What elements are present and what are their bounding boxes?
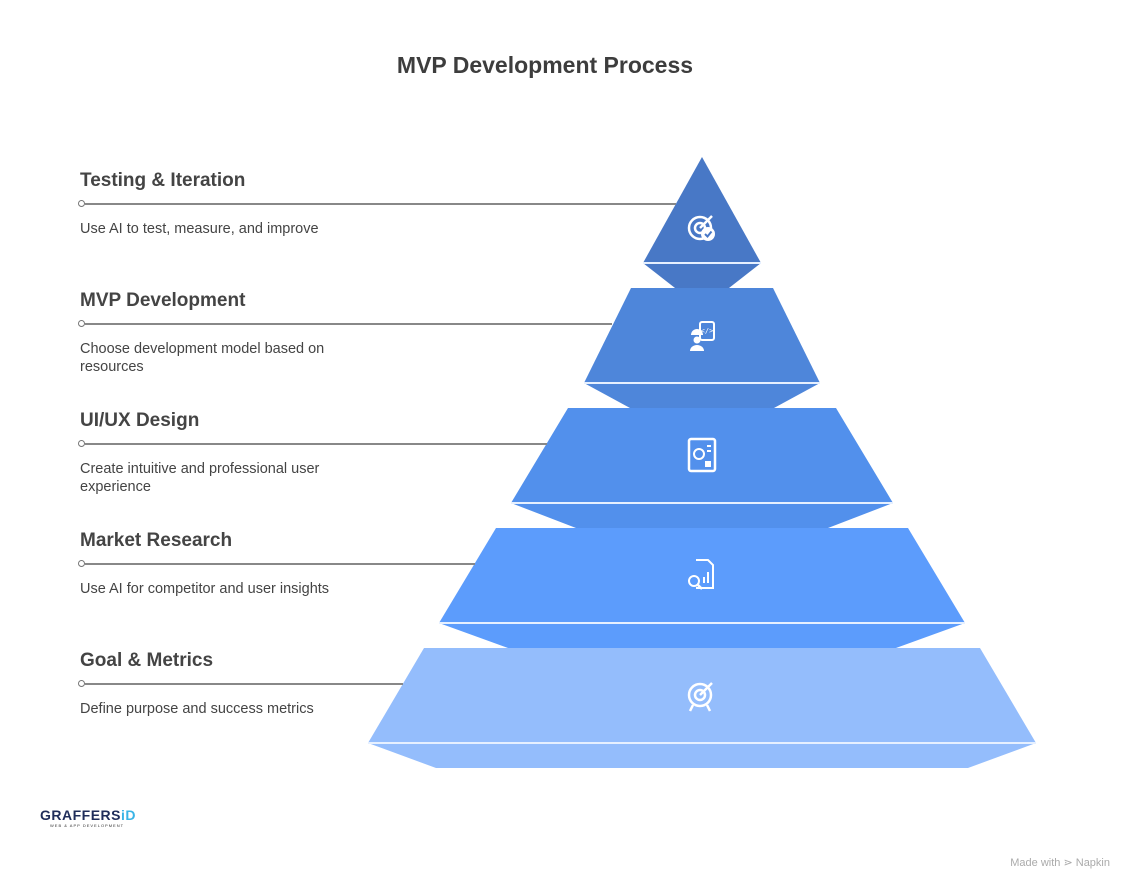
step-3: Market Research Use AI for competitor an… [80,530,340,598]
logo-name: GRAFFERSiD [40,807,136,823]
page-title: MVP Development Process [396,52,694,78]
step-description: Define purpose and success metrics [80,701,314,717]
step-title: MVP Development [80,290,246,311]
connector-line [85,443,547,445]
pyramid-tier-3 [439,528,965,623]
napkin-logo-icon: ⋗ [1063,857,1073,869]
step-title: Goal & Metrics [80,650,214,671]
step-title: Testing & Iteration [80,170,246,191]
connector-dot [78,560,85,567]
pyramid-tier-2 [511,408,893,503]
step-description: Use AI for competitor and user insights [80,581,330,597]
pyramid-tier-base-2 [511,503,893,528]
connector-line [85,323,612,325]
target-arrow-icon [687,682,713,712]
pyramid-tier-base-0 [643,263,761,288]
napkin-credit[interactable]: Made with ⋗ Napkin [1010,856,1110,869]
connector-line [85,203,676,205]
napkin-text: Napkin [1075,857,1110,869]
pyramid-tier-0 [643,157,761,263]
step-title: Market Research [80,530,233,551]
connector-dot [78,680,85,687]
step-4: Goal & Metrics Define purpose and succes… [80,650,340,718]
connector-line [85,563,475,565]
svg-text:</>: </> [701,327,714,335]
step-0: Testing & Iteration Use AI to test, meas… [80,170,340,238]
pyramid-tier-base-4 [368,743,1036,768]
step-title: UI/UX Design [80,410,200,431]
pyramid-tier-1 [584,288,820,383]
pyramid-tier-base-3 [439,623,965,648]
connector-dot [78,440,85,447]
step-2: UI/UX Design Create intuitive and profes… [80,410,340,496]
connector-dot [78,200,85,207]
document-search-chart-icon [688,559,714,590]
connector-line [85,683,403,685]
step-1: MVP Development Choose development model… [80,290,340,376]
made-with-text: Made with [1010,857,1061,869]
pyramid-tier-4 [368,648,1036,743]
connector-dot [78,320,85,327]
step-description: Choose development model based on resour… [80,341,325,375]
step-description: Create intuitive and professional user e… [80,461,320,495]
logo-tagline: WEB & APP DEVELOPMENT [50,823,125,828]
target-check-icon [687,215,715,241]
pyramid-tier-base-1 [584,383,820,408]
developer-code-icon: </> [690,321,715,351]
graffersid-logo: GRAFFERSiD WEB & APP DEVELOPMENT [40,807,136,828]
design-screen-icon [687,437,717,473]
step-description: Use AI to test, measure, and improve [80,221,319,237]
